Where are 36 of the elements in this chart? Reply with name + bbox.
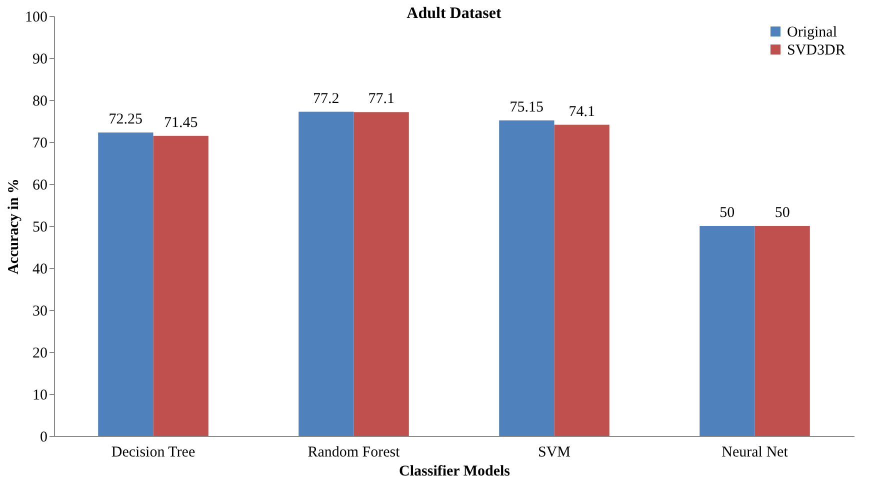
x-tick-label: SVM (538, 444, 571, 460)
y-tick-label: 90 (32, 52, 48, 68)
bar (98, 132, 154, 436)
bar (499, 120, 554, 436)
y-tick-label: 80 (32, 94, 48, 110)
legend-label: SVD3DR (787, 42, 846, 58)
bar (554, 124, 610, 436)
data-label: 77.2 (313, 90, 340, 107)
data-label: 72.25 (108, 112, 143, 128)
legend-label: Original (787, 24, 837, 40)
y-tick-label: 0 (40, 430, 48, 446)
y-axis-title: Accuracy in % (6, 178, 22, 274)
y-tick-label: 40 (32, 262, 48, 278)
data-label: 75.15 (510, 99, 544, 116)
y-tick-label: 10 (32, 388, 48, 404)
data-label: 74.1 (568, 104, 595, 120)
chart-title: Adult Dataset (406, 5, 502, 22)
bar (298, 112, 354, 436)
x-tick-label: Random Forest (308, 444, 401, 460)
bar (754, 226, 810, 436)
x-tick-label: Decision Tree (111, 444, 196, 460)
data-label: 77.1 (368, 91, 394, 108)
bar (700, 226, 755, 436)
data-label: 50 (774, 205, 790, 221)
x-axis-title: Classifier Models (399, 464, 510, 480)
bar (153, 136, 208, 436)
y-tick-label: 100 (25, 10, 48, 26)
data-label: 50 (720, 205, 735, 221)
y-tick-label: 30 (32, 304, 48, 320)
x-tick-label: Neural Net (722, 444, 789, 460)
y-tick-label: 60 (32, 178, 48, 194)
bar (354, 112, 409, 436)
y-tick-label: 20 (32, 346, 48, 362)
y-tick-label: 50 (32, 220, 48, 236)
data-label: 71.45 (164, 114, 198, 131)
y-tick-label: 70 (32, 136, 48, 152)
